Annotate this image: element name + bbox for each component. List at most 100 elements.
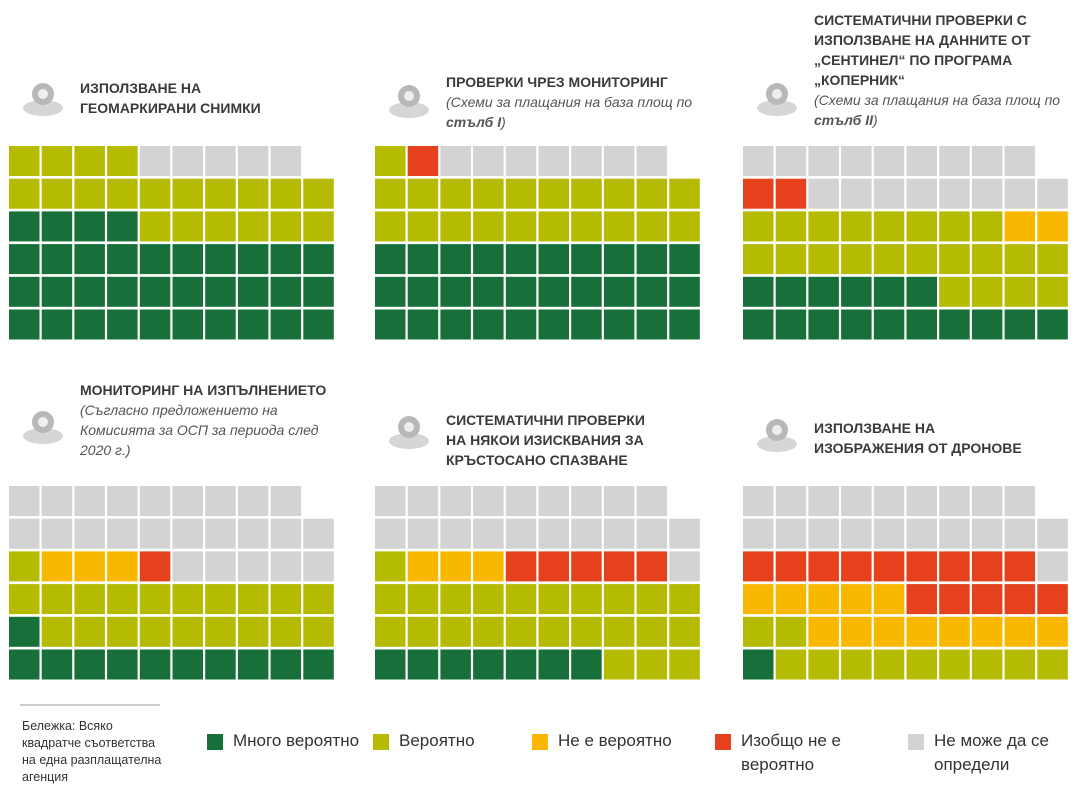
waffle-cell [505, 146, 537, 176]
waffle-cell [873, 276, 905, 307]
waffle-cell [237, 518, 269, 549]
waffle-cell [407, 211, 439, 242]
waffle-cell [571, 584, 602, 615]
waffle-cell [270, 486, 302, 516]
waffle-cell [74, 649, 105, 680]
subtitle-emphasis: стълб II [814, 112, 873, 128]
waffle-cell [407, 486, 439, 516]
icon-dot [404, 422, 414, 432]
waffle-cell [440, 551, 471, 582]
waffle-cell [270, 146, 302, 176]
waffle-cell [505, 211, 537, 242]
waffle-cell [538, 309, 569, 340]
panel-header: СИСТЕМАТИЧНИ ПРОВЕРКИ С ИЗПОЛЗВАНЕ НА ДАН… [814, 10, 1079, 130]
subtitle-text: (Схеми за плащания на база площ по [446, 94, 693, 110]
waffle-cell [303, 584, 334, 615]
waffle-cell [571, 309, 602, 340]
waffle-cell [237, 551, 269, 582]
panel-title: СИСТЕМАТИЧНИ ПРОВЕРКИ С [814, 12, 1027, 28]
waffle-cell [1037, 309, 1068, 340]
waffle-cell [1004, 551, 1036, 582]
panel-header: ИЗПОЛЗВАНЕ НА ГЕОМАРКИРАНИ СНИМКИ [80, 78, 261, 118]
waffle-cell [775, 276, 807, 307]
waffle-cell [473, 211, 504, 242]
waffle-cell [669, 244, 700, 275]
waffle-cell [1004, 616, 1036, 647]
icon-dot [38, 89, 48, 99]
waffle-cell [9, 178, 40, 209]
panel-title: ПРОВЕРКИ ЧРЕЗ МОНИТОРИНГ [446, 74, 668, 90]
note-line: агенция [22, 770, 69, 784]
waffle-cell [971, 518, 1003, 549]
waffle-cell [971, 178, 1003, 209]
waffle-cell [636, 486, 668, 516]
waffle-cell [669, 178, 700, 209]
waffle-cell [571, 146, 602, 176]
waffle-cell [237, 616, 269, 647]
waffle-cell [603, 616, 635, 647]
waffle-cell [237, 486, 269, 516]
waffle-cell [407, 584, 439, 615]
waffle-cell [743, 486, 774, 516]
waffle-cell [743, 551, 774, 582]
waffle-cell [841, 649, 872, 680]
waffle-cell [107, 486, 138, 516]
panel-title: „КОПЕРНИК“ [814, 72, 905, 88]
waffle-cell [473, 276, 504, 307]
note-line: квадратче съответства [22, 736, 156, 750]
waffle-cell [237, 178, 269, 209]
panel-header: СИСТЕМАТИЧНИ ПРОВЕРКИ НА НЯКОИ ИЗИСКВАНИЯ… [446, 410, 645, 470]
waffle-cell [971, 146, 1003, 176]
waffle-cell [1004, 518, 1036, 549]
waffle-cell [41, 244, 73, 275]
waffle-cell [303, 616, 334, 647]
waffle-cell [473, 178, 504, 209]
panel-title: ГЕОМАРКИРАНИ СНИМКИ [80, 100, 261, 116]
legend-swatch [532, 734, 548, 750]
waffle-cell [375, 276, 406, 307]
waffle-cell [841, 211, 872, 242]
waffle-cell [41, 518, 73, 549]
waffle-cell [172, 244, 203, 275]
waffle-cell [775, 616, 807, 647]
waffle-cell [270, 244, 302, 275]
waffle-cell [1037, 276, 1068, 307]
waffle-cell [571, 486, 602, 516]
waffle-cell [205, 244, 236, 275]
waffle-cell [939, 146, 970, 176]
waffle-cell [743, 616, 774, 647]
waffle-cell [775, 649, 807, 680]
waffle-cell [538, 178, 569, 209]
waffle-cell [873, 211, 905, 242]
waffle-cell [571, 649, 602, 680]
waffle-cell [375, 649, 406, 680]
waffle-cell [603, 244, 635, 275]
waffle-cell [669, 616, 700, 647]
waffle-cell [74, 309, 105, 340]
waffle-cell [538, 649, 569, 680]
waffle-cell [571, 518, 602, 549]
waffle-cell [172, 276, 203, 307]
waffle-cell [906, 178, 937, 209]
waffle-cell [505, 178, 537, 209]
waffle-cell [139, 616, 171, 647]
waffle-cell [172, 649, 203, 680]
waffle-cell [270, 551, 302, 582]
waffle-cell [270, 518, 302, 549]
waffle-cell [107, 211, 138, 242]
waffle-cell [205, 146, 236, 176]
waffle-cell [1004, 309, 1036, 340]
waffle-cell [9, 551, 40, 582]
icon-base [23, 428, 63, 444]
waffle-cell [473, 309, 504, 340]
waffle-cell [841, 244, 872, 275]
waffle-cell [1037, 178, 1068, 209]
waffle-cell [270, 211, 302, 242]
waffle-cell [270, 276, 302, 307]
waffle-cell [9, 584, 40, 615]
waffle-cell [669, 211, 700, 242]
legend-swatch [373, 734, 389, 750]
waffle-cell [775, 244, 807, 275]
note-line: Бележка: Всяко [22, 719, 113, 733]
note-line: на една разплащателна [22, 753, 162, 767]
